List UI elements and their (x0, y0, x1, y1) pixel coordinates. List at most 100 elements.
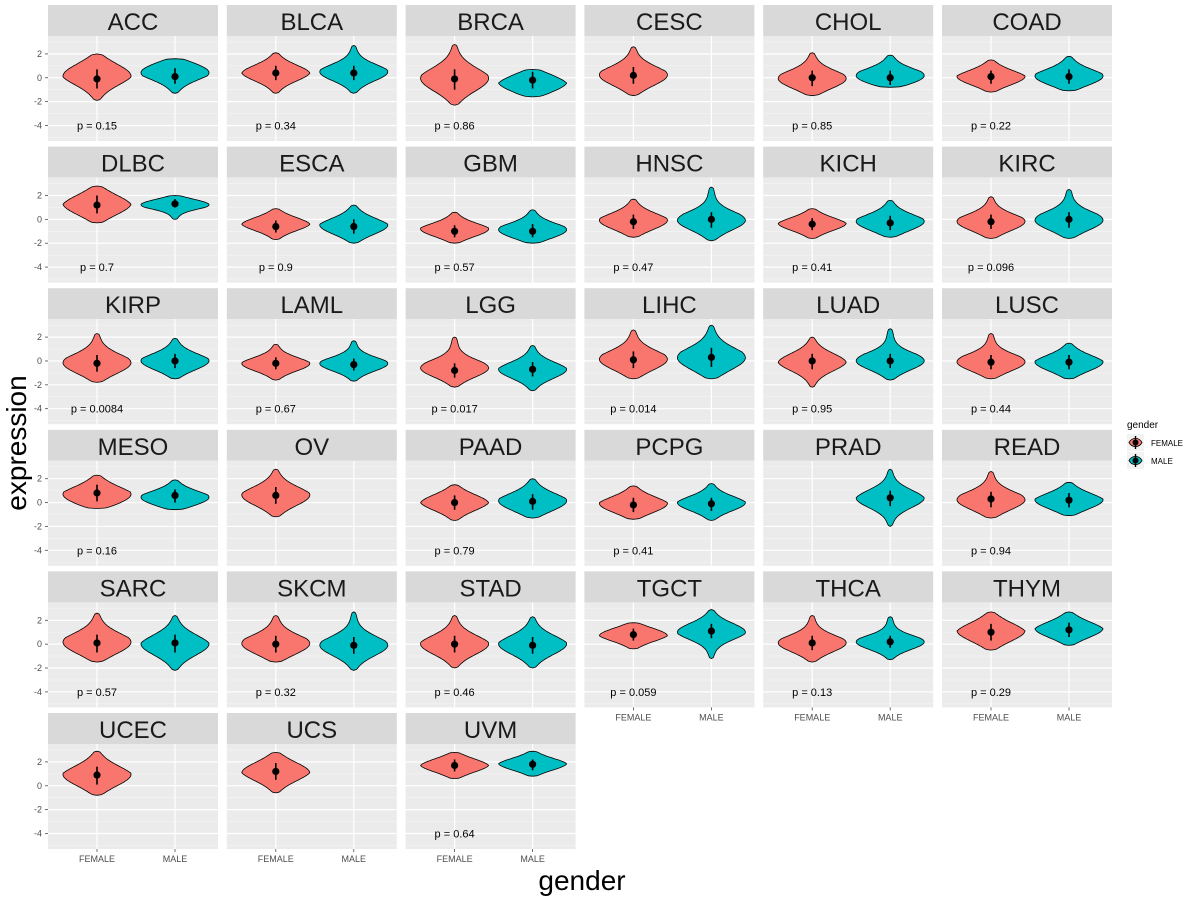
p-value-acc: p = 0.15 (77, 120, 117, 132)
strip-label-blca: BLCA (280, 9, 343, 36)
panel-lgg: LGG p = 0.017 (405, 288, 576, 425)
strip-paad (405, 429, 576, 461)
median-point-female-kich (808, 220, 816, 228)
strip-label-dlbc: DLBC (101, 151, 165, 178)
median-point-female-coad (987, 72, 995, 81)
panels-layer: ACC 2 0 -2 -4 p = 0.15 BLCA p = 0.34 BRCA p = 0.8… (34, 5, 1112, 864)
median-point-female-lusc (987, 358, 995, 366)
median-point-female-ucs (272, 767, 280, 776)
panel-stad: STAD p = 0.46 (405, 571, 576, 708)
strip-tgct (584, 571, 755, 603)
strip-skcm (226, 571, 397, 603)
p-value-coad: p = 0.22 (971, 120, 1011, 132)
median-point-female-lgg (451, 366, 459, 375)
median-point-male-tgct (707, 627, 716, 635)
p-value-chol: p = 0.85 (792, 120, 832, 132)
median-point-female-pcpg (629, 501, 638, 509)
panel-luad: LUAD p = 0.95 (763, 288, 934, 425)
median-point-female-hnsc (629, 218, 638, 226)
median-point-female-gbm (451, 227, 459, 235)
strip-label-kirc: KIRC (998, 151, 1055, 178)
strip-gbm (405, 146, 576, 178)
panel-meso: MESO 2 0 -2 -4 p = 0.16 (34, 429, 218, 566)
strip-label-uvm: UVM (464, 717, 517, 744)
p-value-skcm: p = 0.32 (256, 687, 296, 699)
x-tick-label: FEMALE (615, 712, 651, 722)
median-point-female-laml (272, 359, 280, 367)
median-point-female-tgct (629, 631, 638, 639)
x-tick-label: FEMALE (258, 854, 294, 864)
strip-label-luad: LUAD (816, 292, 880, 319)
y-tick-label: -4 (34, 404, 42, 414)
median-point-male-read (1065, 496, 1073, 504)
strip-label-lgg: LGG (465, 292, 516, 319)
panel-prad: PRAD (763, 429, 934, 566)
y-tick-label: 0 (37, 498, 42, 508)
strip-acc (48, 5, 218, 36)
p-value-lihc: p = 0.014 (610, 404, 656, 416)
strip-label-paad: PAAD (459, 434, 523, 461)
strip-label-ucs: UCS (286, 717, 337, 744)
panel-esca: ESCA p = 0.9 (226, 146, 397, 283)
median-point-female-blca (272, 69, 280, 77)
median-point-male-coad (1065, 72, 1073, 81)
median-point-male-thym (1065, 626, 1073, 634)
strip-label-kich: KICH (820, 151, 877, 178)
x-tick-label: FEMALE (79, 854, 115, 864)
strip-ucs (226, 713, 397, 744)
strip-prad (763, 429, 934, 461)
panel-thca: THCA p = 0.13 FEMALE MALE (763, 571, 934, 722)
median-point-female-ucec (93, 771, 101, 779)
strip-sarc (48, 571, 218, 603)
p-value-blca: p = 0.34 (256, 120, 296, 132)
median-point-male-luad (886, 357, 894, 365)
p-value-lgg: p = 0.017 (432, 404, 478, 416)
y-tick-label: -4 (34, 545, 42, 555)
p-value-gbm: p = 0.57 (435, 262, 475, 274)
strip-lihc (584, 288, 755, 320)
p-value-thym: p = 0.29 (971, 687, 1011, 699)
y-tick-label: -4 (34, 262, 42, 272)
median-point-male-dlbc (171, 200, 179, 208)
strip-label-laml: LAML (280, 292, 343, 319)
strip-label-acc: ACC (108, 9, 159, 36)
strip-ucec (48, 713, 218, 744)
median-point-male-kich (886, 219, 894, 227)
median-point-male-kirp (171, 357, 179, 365)
y-tick-label: 2 (37, 49, 42, 59)
median-point-male-uvm (529, 760, 537, 768)
median-point-male-gbm (529, 227, 537, 235)
x-tick-label: MALE (699, 712, 724, 722)
p-value-meso: p = 0.16 (77, 545, 117, 557)
x-tick-label: MALE (342, 854, 367, 864)
y-tick-label: 0 (37, 356, 42, 366)
panel-paad: PAAD p = 0.79 (405, 429, 576, 566)
median-point-male-meso (171, 491, 179, 500)
violin-female-lgg (420, 336, 490, 388)
strip-label-prad: PRAD (815, 434, 882, 461)
panel-kirc: KIRC p = 0.096 (942, 146, 1112, 283)
y-tick-label: -2 (34, 97, 42, 107)
p-value-luad: p = 0.95 (792, 404, 832, 416)
panel-brca: BRCA p = 0.86 (405, 5, 576, 141)
median-point-female-skcm (272, 640, 280, 648)
panel-pcpg: PCPG p = 0.41 (584, 429, 755, 566)
y-axis-label: expression (1, 375, 32, 510)
y-tick-label: 2 (37, 474, 42, 484)
strip-label-meso: MESO (98, 434, 169, 461)
median-point-male-blca (350, 69, 358, 77)
y-tick-label: -2 (34, 663, 42, 673)
strip-lgg (405, 288, 576, 320)
strip-cesc (584, 5, 755, 36)
median-point-female-thca (808, 639, 816, 647)
x-tick-label: MALE (520, 854, 545, 864)
strip-label-brca: BRCA (457, 9, 524, 36)
y-tick-label: 2 (37, 332, 42, 342)
strip-coad (942, 5, 1112, 36)
x-axis-label: gender (538, 865, 625, 896)
median-point-female-read (987, 495, 995, 503)
strip-pcpg (584, 429, 755, 461)
panel-cesc: CESC (584, 5, 755, 141)
